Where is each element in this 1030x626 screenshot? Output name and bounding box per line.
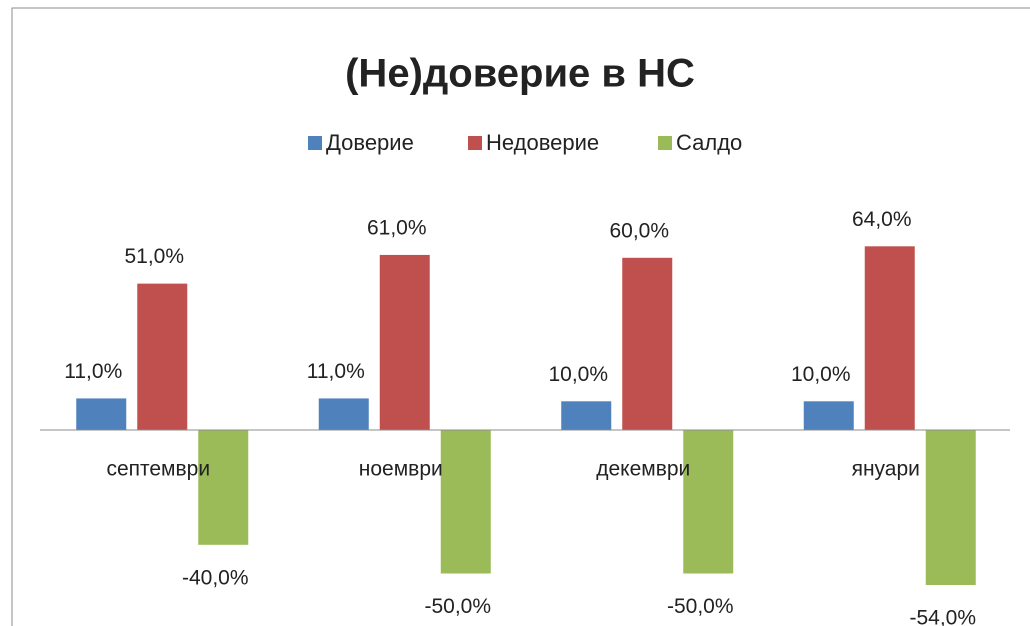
bar bbox=[864, 246, 915, 430]
value-label: -54,0% bbox=[909, 607, 976, 626]
bar bbox=[137, 283, 188, 430]
bar bbox=[803, 401, 854, 430]
value-label: 10,0% bbox=[548, 363, 608, 386]
value-label: -50,0% bbox=[667, 595, 734, 618]
value-label: -50,0% bbox=[424, 595, 491, 618]
value-label: -40,0% bbox=[182, 566, 249, 589]
value-label: 61,0% bbox=[367, 216, 427, 239]
value-label: 64,0% bbox=[852, 208, 912, 231]
chart-title: (Не)доверие в НС bbox=[345, 52, 695, 96]
bar bbox=[925, 430, 976, 585]
legend-label: Салдо bbox=[676, 130, 742, 155]
legend-swatch bbox=[468, 136, 482, 150]
x-tick-label: ноември bbox=[359, 458, 443, 481]
bar bbox=[318, 398, 369, 430]
value-label: 10,0% bbox=[791, 363, 851, 386]
bar bbox=[198, 430, 249, 545]
bar bbox=[379, 254, 430, 430]
legend-label: Недоверие bbox=[486, 130, 599, 155]
legend-swatch bbox=[308, 136, 322, 150]
bar bbox=[76, 398, 127, 430]
value-label: 11,0% bbox=[307, 360, 365, 383]
bar bbox=[561, 401, 612, 430]
bar bbox=[440, 430, 491, 574]
value-label: 11,0% bbox=[64, 360, 122, 383]
value-label: 60,0% bbox=[609, 219, 669, 242]
x-tick-label: декември bbox=[596, 458, 690, 481]
x-tick-label: септември bbox=[106, 458, 210, 481]
bar bbox=[683, 430, 734, 574]
x-tick-label: януари bbox=[852, 458, 920, 481]
bar bbox=[622, 257, 673, 430]
legend-label: Доверие bbox=[326, 130, 414, 155]
legend-swatch bbox=[658, 136, 672, 150]
value-label: 51,0% bbox=[124, 245, 184, 268]
